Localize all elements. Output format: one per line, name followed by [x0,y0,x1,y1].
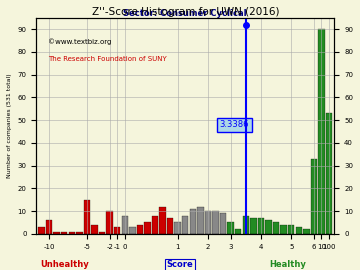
Bar [144,222,151,234]
Bar [182,216,189,234]
Bar [61,232,67,234]
Bar [159,207,166,234]
Bar [205,211,211,234]
Text: 3.3386: 3.3386 [220,120,249,129]
Bar [212,211,219,234]
Bar [235,229,242,234]
Bar [296,227,302,234]
Bar [303,229,310,234]
Text: The Research Foundation of SUNY: The Research Foundation of SUNY [48,56,167,62]
Bar [137,225,143,234]
Bar [107,211,113,234]
Text: Healthy: Healthy [270,260,306,269]
Y-axis label: Number of companies (531 total): Number of companies (531 total) [7,73,12,178]
Bar [99,232,105,234]
Bar [175,222,181,234]
Bar [258,218,264,234]
Bar [122,216,128,234]
Bar [228,222,234,234]
Bar [288,225,294,234]
Bar [167,218,174,234]
Bar [91,225,98,234]
Bar [76,232,82,234]
Text: Sector: Consumer Cyclical: Sector: Consumer Cyclical [123,9,247,18]
Bar [152,216,158,234]
Bar [318,29,325,234]
Bar [114,227,120,234]
Title: Z''-Score Histogram for UWN (2016): Z''-Score Histogram for UWN (2016) [91,7,279,17]
Bar [38,227,45,234]
Bar [250,218,257,234]
Text: ©www.textbiz.org: ©www.textbiz.org [48,38,112,45]
Bar [53,232,60,234]
Bar [326,113,332,234]
Text: Unhealthy: Unhealthy [40,260,89,269]
Bar [220,213,226,234]
Bar [311,159,317,234]
Bar [129,227,135,234]
Bar [273,222,279,234]
Text: Score: Score [167,260,193,269]
Bar [46,220,52,234]
Bar [84,200,90,234]
Bar [190,209,196,234]
Bar [197,207,204,234]
Bar [265,220,272,234]
Bar [280,225,287,234]
Bar [243,216,249,234]
Bar [68,232,75,234]
